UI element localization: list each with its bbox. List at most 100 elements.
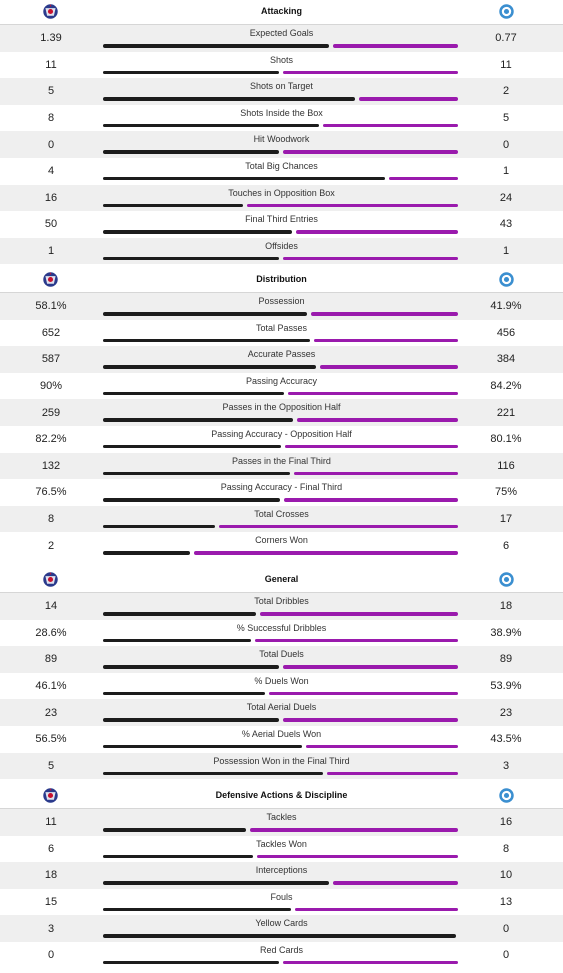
away-value: 75%	[494, 486, 518, 499]
home-bar	[103, 70, 279, 75]
home-bar	[103, 203, 243, 208]
home-crest-icon	[42, 271, 59, 288]
home-bar	[103, 854, 254, 859]
stat-label: Passes in the Final Third	[232, 455, 331, 466]
away-bar	[288, 391, 458, 396]
stat-row: 58.1% Possession 41.9%	[0, 293, 563, 320]
section-attacking: Attacking 1.39 Expected Goals 0.77 11 Shots 11…	[0, 0, 563, 265]
home-bar	[103, 881, 330, 885]
stat-label: Total Passes	[255, 322, 308, 333]
away-crest-icon	[498, 787, 515, 804]
away-bar	[218, 524, 458, 529]
home-value: 28.6%	[35, 626, 67, 639]
away-value: 43	[499, 218, 513, 231]
away-bar	[260, 612, 458, 616]
away-value: 80.1%	[490, 433, 522, 446]
away-bar	[282, 256, 458, 261]
stat-label: Yellow Cards	[255, 918, 308, 929]
away-value: 5	[502, 112, 510, 125]
home-value: 6	[47, 842, 55, 855]
home-bar	[103, 418, 293, 422]
home-value: 11	[45, 816, 57, 829]
home-value: 0	[47, 138, 55, 151]
stat-label: Total Big Chances	[245, 160, 318, 171]
stat-row: 0 Red Cards 0	[0, 942, 563, 969]
stat-row: 28.6% % Successful Dribbles 38.9%	[0, 620, 563, 647]
away-value: 1	[502, 165, 510, 178]
away-bar	[333, 44, 458, 48]
stat-row: 1.39 Expected Goals 0.77	[0, 25, 563, 52]
home-value: 4	[47, 165, 55, 178]
stat-row: 5 Shots on Target 2	[0, 78, 563, 105]
away-bar	[293, 471, 458, 476]
home-value: 0	[47, 949, 55, 962]
stat-label: Shots Inside the Box	[240, 107, 323, 118]
section-title: Attacking	[260, 6, 302, 16]
home-value: 8	[47, 112, 55, 125]
home-bar	[103, 391, 285, 396]
home-bar	[103, 960, 279, 965]
away-value: 456	[496, 326, 516, 339]
away-bar	[284, 498, 458, 502]
stat-row: 90% Passing Accuracy 84.2%	[0, 373, 563, 400]
home-bar	[103, 176, 385, 181]
stat-label: Passing Accuracy	[245, 375, 318, 386]
stat-row: 89 Total Duels 89	[0, 646, 563, 673]
home-value: 11	[45, 58, 57, 71]
away-bar	[255, 638, 458, 643]
away-bar	[305, 744, 458, 749]
home-bar	[103, 444, 281, 449]
home-value: 132	[41, 459, 61, 472]
away-bar	[389, 176, 458, 181]
home-bar	[103, 934, 456, 938]
section-header: Attacking	[0, 0, 563, 25]
stat-row: 23 Total Aerial Duels 23	[0, 699, 563, 726]
home-value: 587	[41, 353, 61, 366]
home-crest-icon	[42, 3, 59, 20]
away-bar	[282, 70, 458, 75]
home-bar	[103, 312, 308, 316]
section-general: General 14 Total Dribbles 18 28.6% % Successf…	[0, 568, 563, 780]
away-bar	[247, 203, 458, 208]
away-bar	[326, 771, 458, 776]
home-value: 8	[47, 513, 55, 526]
home-bar	[103, 665, 279, 669]
stat-row: 18 Interceptions 10	[0, 862, 563, 889]
away-value: 0	[502, 922, 510, 935]
stat-label: Possession Won in the Final Third	[213, 755, 350, 766]
home-bar	[103, 123, 320, 128]
home-bar	[103, 771, 323, 776]
stat-row: 46.1% % Duels Won 53.9%	[0, 673, 563, 700]
stat-label: Accurate Passes	[247, 349, 316, 360]
stat-label: Expected Goals	[249, 28, 314, 38]
home-value: 58.1%	[35, 300, 67, 313]
home-value: 2	[47, 539, 55, 552]
home-value: 14	[44, 600, 58, 613]
stat-label: Tackles	[266, 812, 297, 822]
section-header: Defensive Actions & Discipline	[0, 784, 563, 809]
stat-label: Total Crosses	[254, 508, 309, 519]
stat-row: 5 Possession Won in the Final Third 3	[0, 752, 563, 780]
home-value: 89	[44, 653, 58, 666]
home-bar	[103, 44, 330, 48]
home-value: 90%	[39, 380, 63, 393]
away-bar	[295, 907, 458, 912]
home-bar	[103, 365, 316, 369]
away-crest-icon	[498, 271, 515, 288]
stat-row: 15 Fouls 13	[0, 889, 563, 916]
away-value: 8	[502, 842, 510, 855]
away-bar	[311, 312, 458, 316]
home-crest-icon	[42, 571, 59, 588]
section-title: General	[264, 574, 299, 584]
away-value: 23	[499, 706, 513, 719]
home-bar	[103, 338, 310, 343]
stat-row: 82.2% Passing Accuracy - Opposition Half 8…	[0, 426, 563, 453]
section-title: Distribution	[256, 274, 307, 284]
home-value: 15	[44, 896, 58, 909]
home-bar	[103, 97, 355, 101]
stat-row: 1 Offsides 1	[0, 237, 563, 265]
stat-row: 8 Total Crosses 17	[0, 505, 563, 533]
stat-label: Passing Accuracy - Opposition Half	[211, 428, 352, 439]
home-value: 3	[47, 922, 55, 935]
